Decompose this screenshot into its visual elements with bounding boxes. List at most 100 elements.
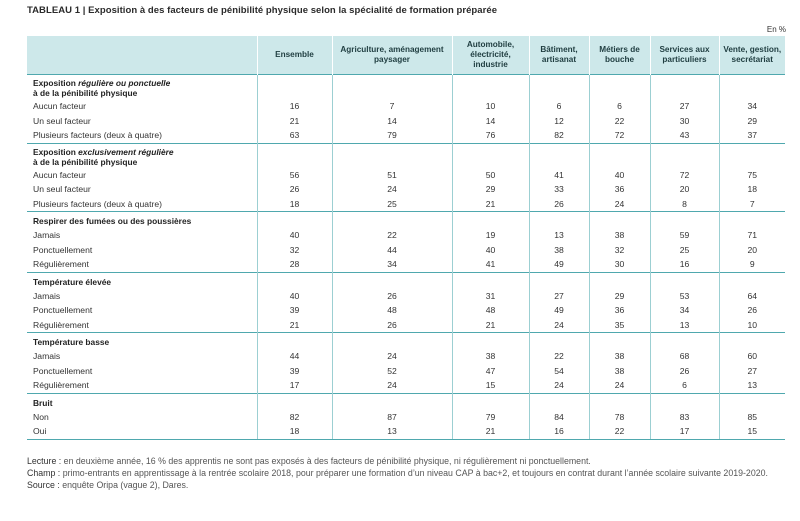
- value-cell: 7: [718, 196, 785, 212]
- table-body: Exposition régulière ou ponctuelle à de …: [27, 74, 785, 440]
- source-text: enquête Oripa (vague 2), Dares.: [59, 480, 189, 490]
- value-cell: 56: [256, 167, 332, 182]
- section-empty-cell: [588, 74, 650, 99]
- table-row: Régulièrement 17 24 15 24 24 6 13: [27, 378, 785, 393]
- value-cell: 72: [649, 167, 719, 182]
- value-cell: 39: [256, 303, 332, 318]
- header-cell: Bâtiment, artisanat: [528, 36, 589, 75]
- source-note: Source : enquête Oripa (vague 2), Dares.: [27, 479, 785, 491]
- value-cell: 22: [528, 349, 589, 364]
- row-label: Régulièrement: [33, 259, 89, 270]
- section-empty-cell: [451, 142, 529, 168]
- row-label: Plusieurs facteurs (deux à quatre): [33, 130, 162, 141]
- value-cell: 9: [718, 257, 785, 272]
- value-cell: 25: [331, 196, 452, 212]
- section-empty-cell: [528, 142, 589, 168]
- value-cell: 37: [718, 128, 785, 143]
- value-cell: 16: [256, 99, 332, 114]
- header-cell: Agriculture, aménagement paysager: [331, 36, 452, 75]
- section-empty-cell: [649, 142, 719, 168]
- section-title-text: Température basse: [33, 337, 110, 347]
- value-cell: 18: [256, 196, 332, 212]
- value-cell: 17: [256, 378, 332, 393]
- value-cell: 75: [718, 167, 785, 182]
- value-cell: 13: [649, 317, 719, 333]
- table-row: Plusieurs facteurs (deux à quatre) 63 79 76…: [27, 128, 785, 143]
- section-empty-cell: [718, 211, 785, 228]
- value-cell: 6: [528, 99, 589, 114]
- value-cell: 52: [331, 363, 452, 378]
- section-row: Exposition régulière ou ponctuelle à de …: [27, 74, 785, 99]
- value-cell: 13: [718, 378, 785, 393]
- lecture-label: Lecture :: [27, 456, 62, 466]
- section-title: Température basse: [27, 332, 257, 349]
- value-cell: 76: [451, 128, 529, 143]
- section-empty-cell: [588, 332, 650, 349]
- row-label: Jamais: [33, 290, 61, 301]
- value-cell: 14: [331, 113, 452, 128]
- notes: Lecture : en deuxième année, 16 % des ap…: [27, 455, 785, 491]
- value-cell: 21: [451, 424, 529, 440]
- value-cell: 21: [256, 317, 332, 333]
- value-cell: 39: [256, 363, 332, 378]
- value-cell: 19: [451, 228, 529, 243]
- data-table: Ensemble Agriculture, aménagement paysag…: [27, 36, 785, 440]
- value-cell: 34: [331, 257, 452, 272]
- value-cell: 10: [718, 317, 785, 333]
- table-row: Plusieurs facteurs (deux à quatre) 18 25 21…: [27, 196, 785, 212]
- value-cell: 59: [649, 228, 719, 243]
- value-cell: 21: [256, 113, 332, 128]
- table-row: Un seul facteur 26 24 29 33 36 20 18: [27, 182, 785, 197]
- value-cell: 18: [256, 424, 332, 440]
- value-cell: 87: [331, 409, 452, 424]
- value-cell: 72: [588, 128, 650, 143]
- section-empty-cell: [331, 332, 452, 349]
- row-label: Jamais: [33, 230, 61, 241]
- value-cell: 17: [649, 424, 719, 440]
- section-empty-cell: [256, 332, 332, 349]
- section-empty-cell: [588, 142, 650, 168]
- value-cell: 41: [528, 167, 589, 182]
- value-cell: 32: [588, 242, 650, 257]
- section-empty-cell: [588, 392, 650, 410]
- table-row: Ponctuellement 39 52 47 54 38 26 27: [27, 363, 785, 378]
- section-title: Respirer des fumées ou des poussières: [27, 211, 257, 228]
- header-cell: Automobile, électricité, industrie: [451, 36, 529, 75]
- value-cell: 41: [451, 257, 529, 272]
- champ-text: primo-entrants en apprentissage à la ren…: [60, 468, 768, 478]
- section-title-text: Exposition: [33, 146, 79, 157]
- section-empty-cell: [649, 332, 719, 349]
- section-empty-cell: [451, 332, 529, 349]
- value-cell: 7: [331, 99, 452, 114]
- section-empty-cell: [528, 332, 589, 349]
- value-cell: 26: [649, 363, 719, 378]
- table-row: Aucun facteur 56 51 50 41 40 72 75: [27, 167, 785, 182]
- value-cell: 20: [649, 182, 719, 197]
- value-cell: 6: [649, 378, 719, 393]
- value-cell: 26: [331, 317, 452, 333]
- row-label: Un seul facteur: [33, 115, 91, 126]
- row-label: Jamais: [33, 351, 61, 362]
- row-label: Régulièrement: [33, 319, 89, 330]
- value-cell: 60: [718, 349, 785, 364]
- value-cell: 14: [451, 113, 529, 128]
- table-row: Aucun facteur 16 7 10 6 6 27 34: [27, 99, 785, 114]
- value-cell: 48: [451, 303, 529, 318]
- value-cell: 33: [528, 182, 589, 197]
- value-cell: 63: [256, 128, 332, 143]
- section-title-text: Respirer des fumées ou des poussières: [33, 216, 192, 226]
- section-empty-cell: [451, 392, 529, 410]
- value-cell: 38: [451, 349, 529, 364]
- value-cell: 16: [528, 424, 589, 440]
- value-cell: 35: [588, 317, 650, 333]
- row-label: Un seul facteur: [33, 184, 91, 195]
- table-row: Jamais 40 26 31 27 29 53 64: [27, 288, 785, 303]
- header-cell: Ensemble: [256, 36, 332, 75]
- value-cell: 31: [451, 288, 529, 303]
- section-empty-cell: [331, 271, 452, 289]
- value-cell: 28: [256, 257, 332, 272]
- section-empty-cell: [718, 74, 785, 99]
- value-cell: 38: [588, 349, 650, 364]
- value-cell: 40: [588, 167, 650, 182]
- value-cell: 44: [256, 349, 332, 364]
